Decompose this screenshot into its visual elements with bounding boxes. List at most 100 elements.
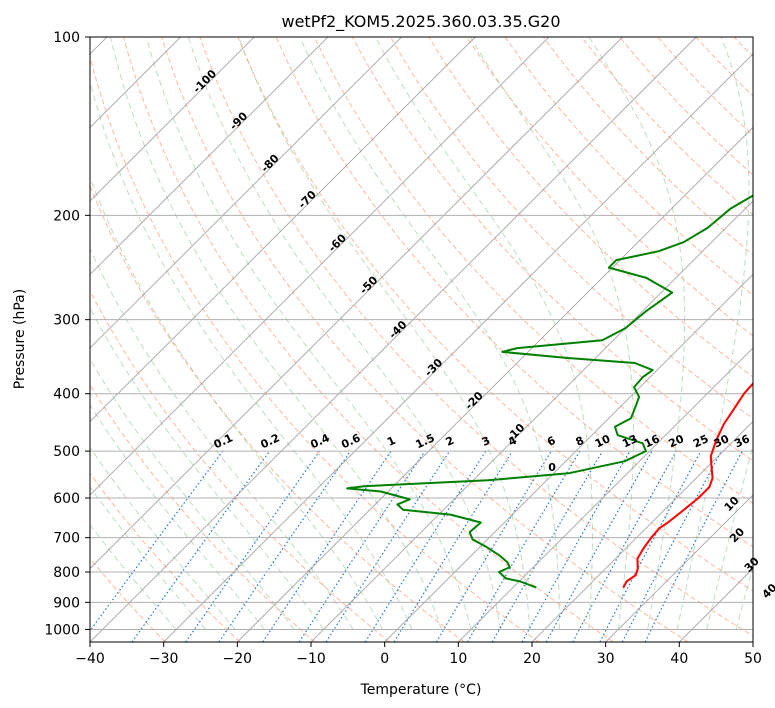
- moist-adiabat: [145, 37, 472, 630]
- mixing-ratio-line: [262, 450, 392, 642]
- isotherm: [457, 347, 753, 642]
- moist-adiabat: [676, 37, 750, 630]
- x-tick-label: −20: [223, 651, 253, 667]
- y-tick-label: 700: [53, 531, 80, 547]
- y-tick-label: 600: [53, 491, 80, 507]
- dewpoint-profile: [346, 194, 753, 589]
- mixing-ratio-label: 8: [574, 434, 586, 449]
- y-tick-label: 100: [53, 30, 80, 46]
- isotherm: [90, 37, 255, 202]
- mixing-ratio-line: [90, 450, 224, 632]
- mixing-ratio-line: [393, 450, 513, 642]
- y-tick-label: 1000: [44, 622, 80, 638]
- y-axis-label: Pressure (hPa): [12, 289, 28, 389]
- mixing-ratio-label: 25: [691, 432, 710, 450]
- saturation-label: -40: [386, 318, 409, 341]
- theta-e-label: 20: [727, 525, 747, 545]
- isotherm: [90, 37, 623, 570]
- moist-adiabat: [374, 37, 593, 630]
- moist-adiabat: [90, 404, 265, 630]
- y-tick-label: 200: [53, 208, 80, 224]
- isotherm: [310, 200, 753, 642]
- x-tick-label: −10: [296, 651, 326, 667]
- chart-title: wetPf2_KOM5.2025.360.03.35.G20: [281, 12, 560, 32]
- mixing-ratio-line: [131, 450, 271, 642]
- saturation-label: -50: [357, 273, 380, 296]
- dry-adiabat: [90, 184, 465, 642]
- moist-adiabat: [187, 37, 501, 630]
- isotherm: [678, 567, 753, 642]
- saturation-label: -100: [190, 67, 219, 96]
- saturation-label: -80: [258, 152, 281, 175]
- isotherm: [384, 273, 753, 642]
- moist-adiabat: [90, 247, 354, 630]
- dry-adiabat: [237, 37, 753, 592]
- mixing-ratio-label: 10: [593, 432, 613, 450]
- mixing-ratio-line: [521, 450, 631, 642]
- mixing-ratio-label: 3: [480, 434, 492, 449]
- moist-adiabat: [110, 37, 442, 630]
- moist-adiabat: [735, 565, 753, 630]
- mixing-ratio-label: 30: [712, 432, 732, 450]
- dry-adiabat: [161, 37, 689, 642]
- theta-e-label: 40: [760, 581, 775, 601]
- dry-adiabat: [199, 37, 753, 637]
- moist-adiabat: [90, 486, 207, 630]
- mixing-ratio-line: [185, 450, 321, 642]
- saturation-label: -60: [326, 231, 349, 254]
- mixing-ratio-label: 20: [667, 432, 687, 450]
- dry-adiabat: [90, 472, 241, 642]
- temperature-profile: [622, 382, 753, 589]
- mixing-ratio-line: [364, 450, 487, 642]
- mixing-ratio-label: 0.6: [339, 431, 362, 451]
- dry-adiabat: [90, 54, 540, 642]
- isotherm: [531, 420, 753, 642]
- mixing-ratio-line: [644, 450, 743, 642]
- x-tick-label: 10: [449, 651, 467, 667]
- isotherm: [752, 641, 753, 642]
- mixing-ratio-label: 36: [732, 432, 752, 450]
- dry-adiabat: [428, 37, 753, 378]
- moist-adiabat: [706, 443, 753, 630]
- isotherm: [90, 37, 550, 496]
- mixing-ratio-label: 2: [444, 434, 456, 449]
- mixing-ratio-line: [572, 450, 677, 642]
- dry-adiabat: [542, 37, 753, 256]
- x-axis-label: Temperature (°C): [360, 682, 482, 698]
- mixing-ratio-label: 13: [620, 432, 639, 450]
- dry-adiabat: [90, 383, 316, 642]
- dry-adiabat: [580, 37, 753, 216]
- dry-adiabat: [90, 557, 166, 642]
- isotherm: [90, 37, 476, 423]
- y-tick-label: 400: [53, 387, 80, 403]
- moist-adiabat: [90, 80, 413, 630]
- x-tick-label: −30: [149, 651, 179, 667]
- dry-adiabat: [504, 37, 753, 296]
- saturation-label: -30: [422, 356, 445, 379]
- mixing-ratio-line: [298, 450, 426, 642]
- y-tick-label: 900: [53, 595, 80, 611]
- mixing-ratio-label: 0.4: [308, 431, 331, 451]
- mixing-ratio-label: 6: [545, 434, 558, 449]
- saturation-label: -20: [463, 389, 486, 412]
- moist-adiabat: [90, 357, 295, 630]
- dry-adiabat: [90, 289, 390, 642]
- saturation-label: -70: [296, 188, 319, 211]
- mixing-ratio-label: 16: [642, 432, 662, 450]
- dry-adiabat: [390, 37, 753, 420]
- mixing-ratio-line: [545, 450, 653, 642]
- mixing-ratio-label: 1.5: [414, 431, 437, 451]
- moist-adiabat: [90, 524, 177, 630]
- x-tick-label: 30: [597, 651, 615, 667]
- isotherm: [605, 494, 753, 642]
- y-tick-label: 500: [53, 444, 80, 460]
- isotherm: [163, 53, 753, 642]
- dry-adiabat: [122, 37, 614, 642]
- mixing-ratio-line: [325, 450, 451, 642]
- isotherm: [90, 37, 329, 276]
- x-tick-label: 0: [380, 651, 389, 667]
- mixing-ratio-label: 1: [385, 434, 397, 449]
- x-tick-label: 40: [670, 651, 688, 667]
- moist-adiabat: [90, 446, 236, 630]
